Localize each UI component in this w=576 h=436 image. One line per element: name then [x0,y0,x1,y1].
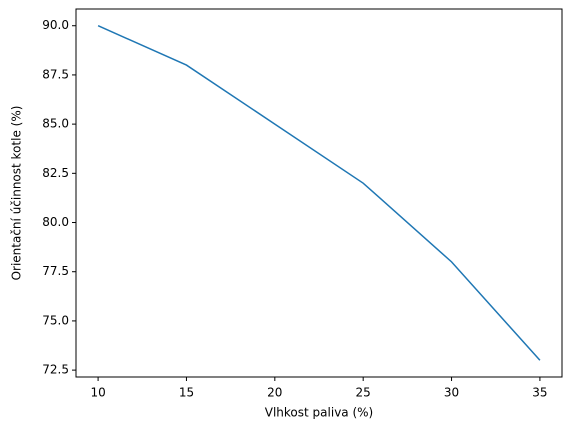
y-axis-label: Orientační účinnost kotle (%) [10,106,24,281]
y-tick-label: 77.5 [42,264,69,278]
x-tick-label: 20 [267,386,282,400]
y-tick-label: 85.0 [42,117,69,131]
x-axis-label: Vlhkost paliva (%) [265,406,373,420]
y-tick-label: 87.5 [42,67,69,81]
y-tick-label: 75.0 [42,313,69,327]
axes-frame [75,8,563,378]
data-line [97,25,541,361]
x-tick-label: 35 [532,386,547,400]
y-tick-label: 72.5 [42,363,69,377]
y-tick-label: 82.5 [42,166,69,180]
x-tick-label: 15 [179,386,194,400]
x-tick-label: 10 [90,386,105,400]
y-tick-label: 80.0 [42,215,69,229]
x-tick-label: 25 [356,386,371,400]
y-tick-label: 90.0 [42,18,69,32]
x-tick-label: 30 [444,386,459,400]
